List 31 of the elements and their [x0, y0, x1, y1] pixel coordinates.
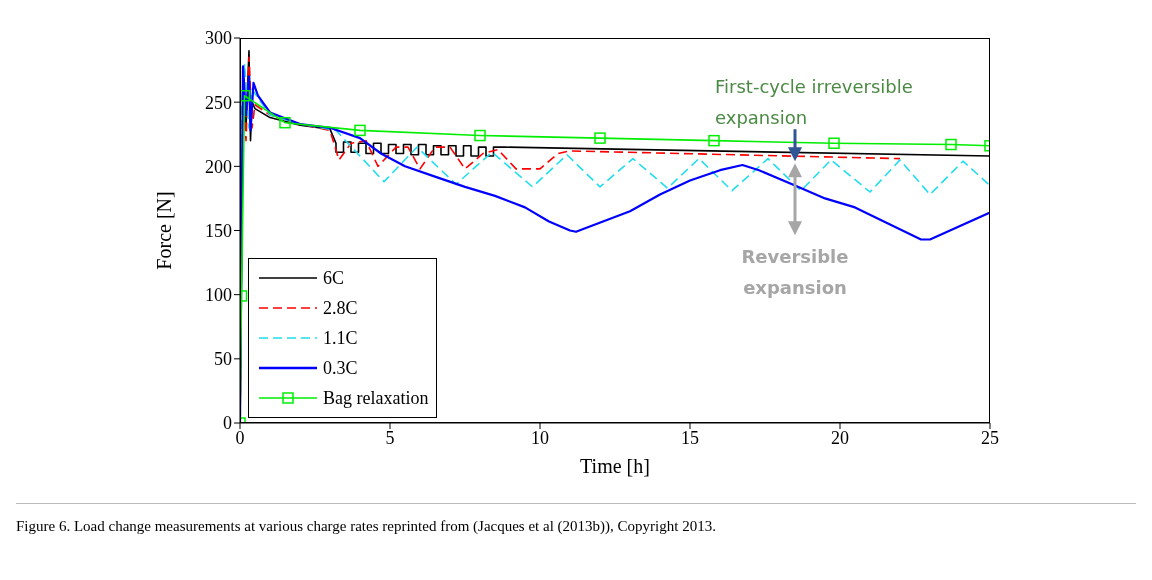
y-tick-label: 250 [205, 92, 232, 113]
legend-label: 2.8C [323, 297, 358, 319]
legend-label: 6C [323, 267, 345, 289]
annotation: First-cycle irreversible expansion [715, 75, 914, 131]
point [240, 90, 251, 102]
annotation: Reversible expansion [740, 245, 850, 301]
y-tick-label: 100 [205, 285, 232, 306]
y-tick-label: 200 [205, 156, 232, 177]
x-tick-label: 5 [385, 427, 395, 448]
point [354, 124, 366, 137]
point [828, 137, 840, 149]
y-tick-label: 50 [214, 349, 232, 370]
x-tick-label: 25 [981, 427, 999, 448]
x-tick-label: 15 [681, 427, 699, 448]
legend-label: 0.3C [323, 357, 358, 379]
legend-label: Bag relaxation [323, 387, 429, 409]
point [594, 132, 606, 144]
y-tick-label: 150 [205, 220, 232, 241]
legend-label: 1.1C [323, 327, 358, 349]
y-tick-label: 300 [205, 28, 232, 49]
y-axis-title: Force [N] [153, 191, 176, 270]
x-tick-label: 0 [235, 427, 245, 448]
x-tick-label: 10 [531, 427, 549, 448]
x-axis-title: Time [h] [580, 455, 650, 477]
point [474, 129, 486, 142]
y-tick-label: 0 [223, 413, 232, 434]
caption: Figure 6. Load change measurements at various charge rates reprinted from (Jacques et al (2013b)), Copyright 2013. [16, 503, 1136, 535]
point [945, 138, 957, 151]
point [279, 116, 291, 129]
x-tick-label: 20 [831, 427, 849, 448]
point [708, 134, 720, 147]
